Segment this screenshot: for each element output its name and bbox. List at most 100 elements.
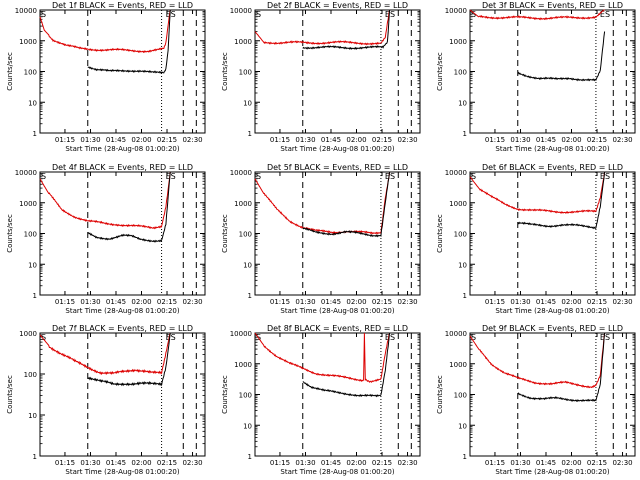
x-tick-label: 02:00 (131, 136, 151, 144)
x-tick-label: 01:30 (80, 459, 100, 467)
x-tick-label: 01:30 (295, 136, 315, 144)
y-tick-label: 1000 (19, 330, 37, 338)
plot-frame (39, 332, 206, 457)
series-line-lld (469, 9, 605, 21)
corner-label-right: ES (385, 10, 395, 19)
x-axis-label: Start Time (28-Aug-08 01:00:20) (280, 468, 394, 476)
series-line-lld (254, 332, 391, 383)
corner-label-left: S (256, 10, 261, 19)
series-line-events (302, 332, 391, 398)
x-axis-label: Start Time (28-Aug-08 01:00:20) (280, 307, 394, 315)
x-tick-label: 02:15 (372, 298, 392, 306)
y-tick-label: 10000 (445, 7, 467, 15)
y-tick-label: 10 (28, 99, 37, 107)
plot-frame (39, 171, 206, 296)
y-axis-label: Counts/sec (221, 375, 229, 414)
y-tick-label: 100 (24, 69, 37, 77)
chart-panel-2: Det 2f BLACK = Events, RED = LLD 1 10 100 10… (221, 1, 421, 153)
x-tick-label: 01:30 (295, 298, 315, 306)
y-tick-label: 1 (248, 292, 252, 300)
y-tick-label: 1 (248, 130, 252, 138)
y-tick-label: 1 (33, 292, 37, 300)
y-axis-label: Counts/sec (6, 52, 14, 91)
x-tick-label: 02:30 (397, 459, 417, 467)
x-tick-label: 02:15 (157, 459, 177, 467)
y-axis-label: Counts/sec (436, 375, 444, 414)
y-tick-label: 1000 (449, 361, 467, 369)
x-tick-label: 02:15 (157, 298, 177, 306)
y-tick-label: 10000 (15, 169, 37, 177)
series-line-events (87, 9, 171, 74)
y-tick-label: 100 (454, 69, 467, 77)
x-tick-label: 01:15 (485, 298, 505, 306)
series-line-events (87, 332, 171, 387)
x-tick-label: 02:15 (587, 298, 607, 306)
x-tick-label: 02:00 (131, 459, 151, 467)
x-axis-label: Start Time (28-Aug-08 01:00:20) (65, 145, 179, 153)
series-line-lld (254, 9, 391, 46)
series-line-lld (254, 171, 391, 235)
y-tick-label: 10000 (445, 330, 467, 338)
x-tick-label: 01:45 (106, 136, 126, 144)
x-tick-label: 01:30 (80, 136, 100, 144)
y-tick-label: 10 (243, 99, 252, 107)
x-tick-label: 01:30 (80, 298, 100, 306)
y-tick-label: 1 (33, 130, 37, 138)
x-axis-label: Start Time (28-Aug-08 01:00:20) (495, 307, 609, 315)
x-tick-label: 02:30 (182, 298, 202, 306)
x-tick-label: 02:15 (157, 136, 177, 144)
y-tick-label: 10000 (230, 169, 252, 177)
corner-label-left: S (41, 333, 46, 342)
x-tick-label: 02:15 (587, 459, 607, 467)
series-line-lld (39, 332, 171, 376)
y-tick-label: 1000 (449, 200, 467, 208)
y-tick-label: 1000 (234, 200, 252, 208)
plot-frame (469, 332, 636, 457)
x-tick-label: 01:15 (270, 298, 290, 306)
x-tick-label: 01:45 (321, 136, 341, 144)
corner-label-right: ES (385, 333, 395, 342)
y-tick-label: 10 (243, 261, 252, 269)
x-tick-label: 02:00 (561, 298, 581, 306)
series-line-lld (39, 171, 171, 230)
plot-frame (469, 9, 636, 134)
chart-title: Det 2f BLACK = Events, RED = LLD (267, 1, 408, 10)
x-tick-label: 01:15 (485, 459, 505, 467)
y-axis-label: Counts/sec (6, 375, 14, 414)
chart-title: Det 8f BLACK = Events, RED = LLD (267, 324, 408, 333)
chart-panel-7: Det 7f BLACK = Events, RED = LLD 1 10 100 10… (6, 324, 206, 476)
y-tick-label: 10000 (15, 7, 37, 15)
corner-label-right: ES (600, 172, 610, 181)
x-tick-label: 02:30 (182, 459, 202, 467)
x-tick-label: 02:30 (612, 459, 632, 467)
x-tick-label: 01:45 (536, 459, 556, 467)
y-axis-label: Counts/sec (436, 52, 444, 91)
y-tick-label: 10000 (445, 169, 467, 177)
chart-title: Det 1f BLACK = Events, RED = LLD (52, 1, 193, 10)
y-tick-label: 1 (463, 130, 467, 138)
corner-label-left: S (41, 10, 46, 19)
y-tick-label: 1000 (19, 200, 37, 208)
x-axis-label: Start Time (28-Aug-08 01:00:20) (65, 307, 179, 315)
y-tick-label: 1000 (234, 38, 252, 46)
x-tick-label: 01:45 (536, 136, 556, 144)
corner-label-right: ES (600, 10, 610, 19)
x-tick-label: 01:15 (55, 136, 75, 144)
corner-label-right: ES (600, 333, 610, 342)
series-line-lld (469, 171, 606, 215)
corner-label-right: ES (166, 10, 176, 19)
plot-frame (469, 171, 636, 296)
x-tick-label: 02:15 (372, 136, 392, 144)
y-axis-label: Counts/sec (221, 214, 229, 253)
y-tick-label: 10 (28, 261, 37, 269)
series-line-lld (39, 9, 171, 54)
x-tick-label: 01:30 (510, 298, 530, 306)
y-tick-label: 10 (458, 422, 467, 430)
series-line-lld (469, 332, 606, 389)
y-tick-label: 1000 (234, 361, 252, 369)
y-tick-label: 10000 (230, 330, 252, 338)
x-tick-label: 01:30 (510, 136, 530, 144)
x-tick-label: 02:00 (131, 298, 151, 306)
y-tick-label: 10000 (230, 7, 252, 15)
